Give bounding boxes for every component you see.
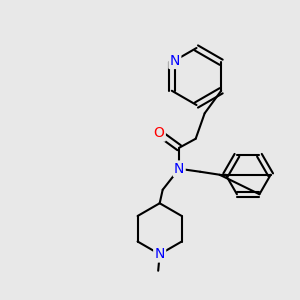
Text: O: O [154,126,164,140]
Text: N: N [154,247,165,261]
Text: N: N [174,162,184,176]
Text: N: N [169,54,180,68]
